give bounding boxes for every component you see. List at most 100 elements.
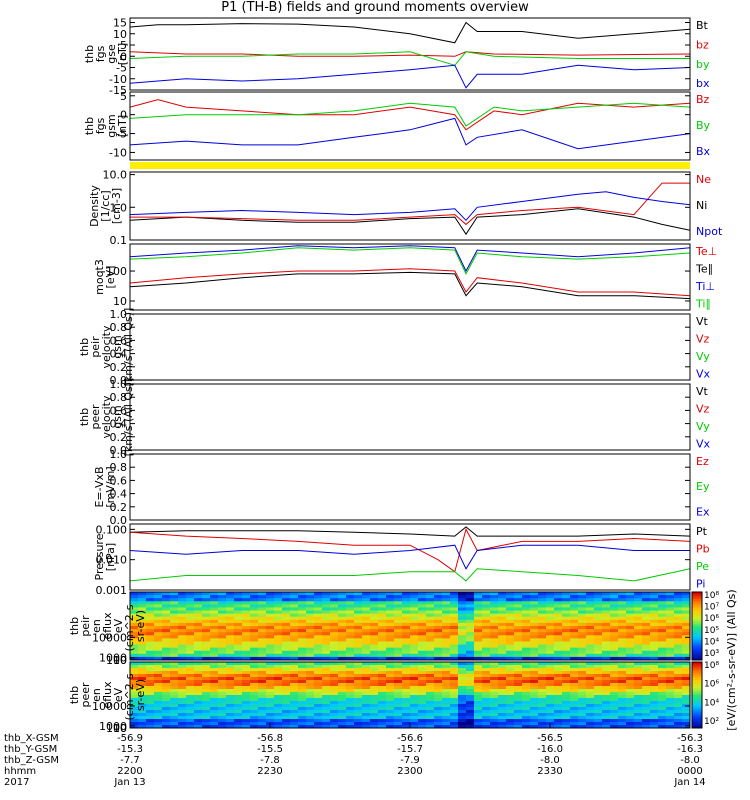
- spectrogram-cell: [674, 598, 683, 602]
- spectrogram-cell: [394, 695, 403, 699]
- spectrogram-cell: [386, 683, 395, 687]
- spectrogram-cell: [194, 683, 203, 687]
- spectrogram-cell: [442, 598, 451, 602]
- spectrogram-cell: [570, 707, 579, 711]
- spectrogram-cell: [266, 632, 275, 636]
- spectrogram-cell: [578, 692, 587, 696]
- spectrogram-cell: [674, 683, 683, 687]
- spectrogram-cell: [346, 629, 355, 633]
- spectrogram-cell: [578, 653, 587, 658]
- spectrogram-cell: [130, 653, 139, 658]
- spectrogram-cell: [498, 716, 507, 720]
- spectrogram-cell: [514, 626, 523, 630]
- spectrogram-cell: [522, 650, 531, 655]
- spectrogram-cell: [226, 686, 235, 690]
- spectrogram-cell: [242, 641, 251, 645]
- spectrogram-cell: [530, 601, 539, 605]
- spectrogram-cell: [442, 665, 451, 669]
- spectrogram-cell: [154, 707, 163, 711]
- spectrogram-cell: [538, 662, 547, 666]
- spectrogram-cell: [674, 619, 683, 624]
- spectrogram-cell: [626, 725, 635, 729]
- spectrogram-cell: [498, 604, 507, 608]
- spectrogram-cell: [490, 665, 499, 669]
- spectrogram-cell: [362, 598, 371, 602]
- spectrogram-cell: [498, 650, 507, 655]
- spectrogram-cell: [418, 671, 427, 675]
- spectrogram-cell: [258, 638, 267, 642]
- spectrogram-cell: [586, 701, 595, 705]
- panel-frame: [129, 17, 691, 91]
- spectrogram-cell: [354, 656, 363, 661]
- spectrogram-cell: [434, 604, 443, 608]
- spectrogram-cell: [274, 635, 283, 639]
- spectrogram-cell: [506, 719, 515, 723]
- spectrogram-cell: [514, 653, 523, 658]
- spectrogram-cell: [650, 710, 659, 714]
- spectrogram-cell: [674, 695, 683, 699]
- spectrogram-cell: [506, 644, 515, 649]
- spectrogram-cell: [562, 665, 571, 669]
- colorbar-segment: [692, 701, 702, 705]
- spectrogram-cell: [234, 719, 243, 723]
- spectrogram-cell: [658, 592, 667, 596]
- spectrogram-cell: [498, 710, 507, 714]
- colorbar-segment: [692, 692, 702, 696]
- spectrogram-cell: [138, 632, 147, 636]
- spectrogram-cell: [234, 653, 243, 658]
- spectrogram-cell: [482, 680, 491, 684]
- spectrogram-cell: [482, 595, 491, 599]
- spectrogram-cell: [234, 716, 243, 720]
- spectrogram-cell: [258, 635, 267, 639]
- spectrogram-cell: [282, 592, 291, 596]
- spectrogram-cell: [498, 668, 507, 672]
- colorbar-tick-label: 10⁸: [704, 661, 719, 671]
- spectrogram-cell: [298, 647, 307, 652]
- spectrogram-cell: [514, 619, 523, 624]
- spectrogram-cell: [306, 686, 315, 690]
- spectrogram-cell: [474, 674, 483, 678]
- colorbar-tick-label: 10⁷: [704, 603, 719, 613]
- spectrogram-cell: [450, 671, 459, 675]
- spectrogram-cell: [634, 683, 643, 687]
- spectrogram-cell: [634, 677, 643, 681]
- spectrogram-cell: [138, 680, 147, 684]
- spectrogram-cell: [250, 622, 259, 627]
- spectrogram-cell: [482, 698, 491, 702]
- spectrogram-cell: [618, 698, 627, 702]
- spectrogram-cell: [610, 613, 619, 618]
- spectrogram-cell: [370, 662, 379, 666]
- spectrogram-cell: [210, 719, 219, 723]
- spectrogram-cell: [682, 598, 691, 602]
- legend-label-Pe: Pe: [696, 560, 709, 573]
- spectrogram-cell: [586, 641, 595, 645]
- spectrogram-cell: [458, 610, 467, 615]
- spectrogram-cell: [578, 713, 587, 717]
- spectrogram-cell: [138, 701, 147, 705]
- legend-label-Vz: Vz: [696, 403, 710, 416]
- spectrogram-cell: [514, 650, 523, 655]
- x-tick-label: -56.8: [257, 733, 283, 744]
- spectrogram-cell: [538, 698, 547, 702]
- spectrogram-cell: [138, 595, 147, 599]
- spectrogram-cell: [418, 629, 427, 633]
- spectrogram-cell: [290, 698, 299, 702]
- y-tick-label: 10: [113, 28, 127, 41]
- spectrogram-cell: [546, 629, 555, 633]
- spectrogram-cell: [394, 653, 403, 658]
- spectrogram-cell: [514, 656, 523, 661]
- spectrogram-cell: [650, 635, 659, 639]
- spectrogram-cell: [186, 680, 195, 684]
- spectrogram-cell: [458, 701, 467, 705]
- y-tick-label: 0.4: [110, 488, 128, 501]
- spectrogram-cell: [210, 610, 219, 615]
- spectrogram-cell: [154, 638, 163, 642]
- spectrogram-cell: [538, 595, 547, 599]
- spectrogram-cell: [618, 619, 627, 624]
- spectrogram-cell: [306, 638, 315, 642]
- spectrogram-cell: [306, 647, 315, 652]
- spectrogram-cell: [306, 641, 315, 645]
- spectrogram-cell: [514, 695, 523, 699]
- spectrogram-cell: [178, 662, 187, 666]
- spectrogram-cell: [562, 719, 571, 723]
